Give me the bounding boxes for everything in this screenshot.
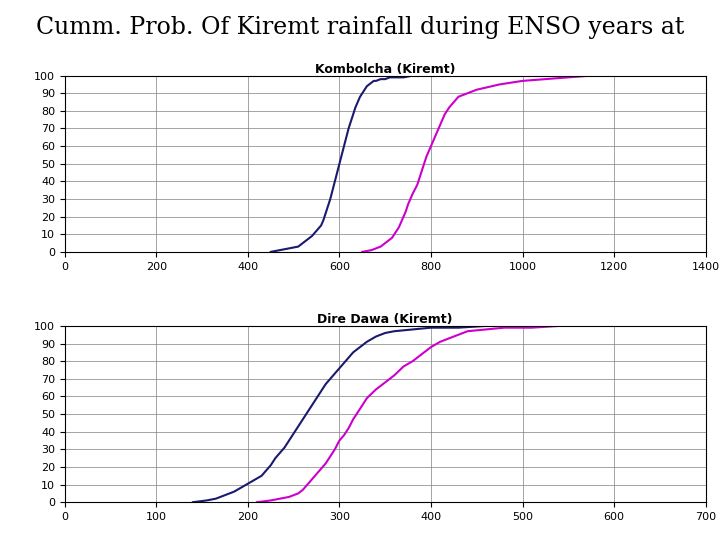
Title: Kombolcha (Kiremt): Kombolcha (Kiremt) (315, 63, 456, 76)
Title: Dire Dawa (Kiremt): Dire Dawa (Kiremt) (318, 313, 453, 326)
Text: Cumm. Prob. Of Kiremt rainfall during ENSO years at: Cumm. Prob. Of Kiremt rainfall during EN… (36, 16, 684, 39)
